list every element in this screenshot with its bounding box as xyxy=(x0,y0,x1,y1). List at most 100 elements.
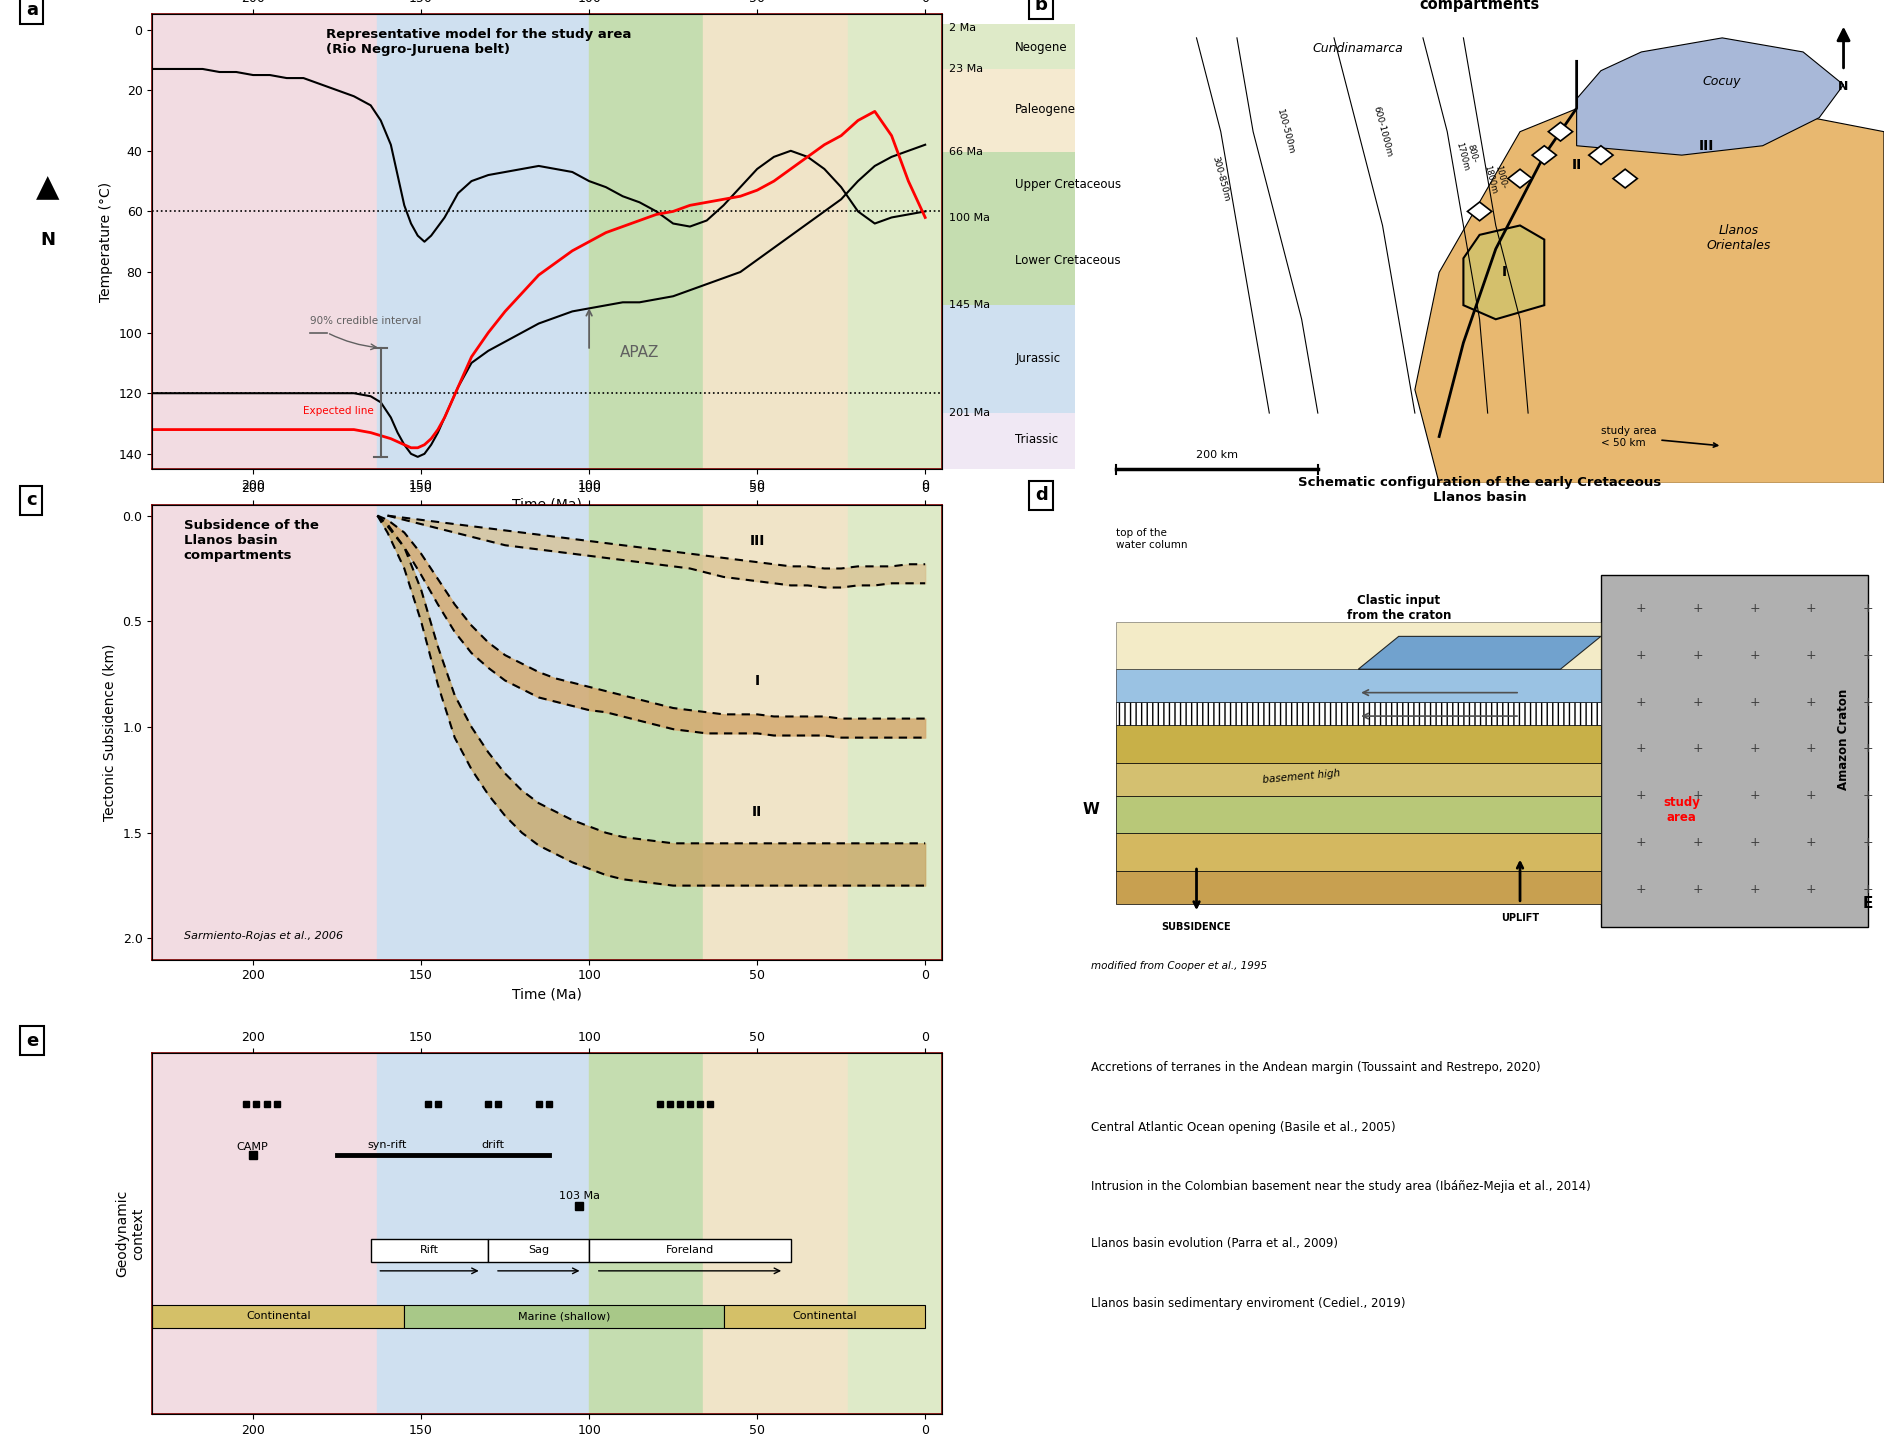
Text: d: d xyxy=(1035,486,1047,504)
Text: a: a xyxy=(27,1,38,19)
Bar xyxy=(152,14,377,469)
Text: drift: drift xyxy=(481,1140,504,1150)
Text: 66 Ma: 66 Ma xyxy=(948,147,982,157)
Bar xyxy=(377,505,590,960)
Text: +: + xyxy=(1749,789,1760,802)
Text: +: + xyxy=(1637,835,1646,850)
Text: Triassic: Triassic xyxy=(1016,433,1058,446)
Polygon shape xyxy=(1115,622,1600,670)
Text: study
area: study area xyxy=(1663,797,1699,824)
Text: Continental: Continental xyxy=(245,1312,310,1322)
Text: 1000-
1800m: 1000- 1800m xyxy=(1482,162,1509,195)
Text: +: + xyxy=(1637,648,1646,662)
Text: 200 km: 200 km xyxy=(1195,450,1237,460)
Text: +: + xyxy=(1692,883,1703,896)
Text: Llanos basin evolution (Parra et al., 2009): Llanos basin evolution (Parra et al., 20… xyxy=(1092,1237,1338,1250)
Text: Jurassic: Jurassic xyxy=(1016,352,1060,365)
Text: I: I xyxy=(1501,266,1507,280)
Text: +: + xyxy=(1637,742,1646,756)
Polygon shape xyxy=(1414,85,1884,483)
Bar xyxy=(590,14,704,469)
Text: Representative model for the study area
(Rio Negro-Juruena belt): Representative model for the study area … xyxy=(325,27,632,56)
Polygon shape xyxy=(1576,38,1844,154)
Bar xyxy=(152,505,377,960)
Text: 800-
1700m: 800- 1700m xyxy=(1454,139,1481,172)
Text: c: c xyxy=(27,492,36,509)
Text: Llanos
Orientales: Llanos Orientales xyxy=(1707,224,1770,253)
Text: +: + xyxy=(1806,696,1817,709)
Text: +: + xyxy=(1863,835,1873,850)
Bar xyxy=(723,1304,925,1328)
Polygon shape xyxy=(1115,670,1600,701)
Text: 23 Ma: 23 Ma xyxy=(948,63,982,74)
Text: +: + xyxy=(1637,883,1646,896)
Text: E: E xyxy=(1863,896,1873,911)
Text: N: N xyxy=(1838,81,1848,94)
Text: +: + xyxy=(1692,602,1703,615)
Bar xyxy=(849,505,942,960)
Text: Marine (shallow): Marine (shallow) xyxy=(518,1312,611,1322)
Text: II: II xyxy=(752,805,763,818)
Polygon shape xyxy=(1532,146,1557,165)
Text: Sag: Sag xyxy=(529,1245,550,1255)
Text: Clastic input
from the craton: Clastic input from the craton xyxy=(1347,595,1450,622)
Text: +: + xyxy=(1637,602,1646,615)
Text: +: + xyxy=(1692,789,1703,802)
Text: +: + xyxy=(1692,648,1703,662)
Text: 103 Ma: 103 Ma xyxy=(559,1190,599,1201)
Text: Cocuy: Cocuy xyxy=(1703,75,1741,88)
Text: +: + xyxy=(1749,835,1760,850)
Polygon shape xyxy=(1507,169,1532,188)
Text: +: + xyxy=(1806,835,1817,850)
Text: +: + xyxy=(1749,742,1760,756)
Text: APAZ: APAZ xyxy=(620,345,658,359)
Bar xyxy=(590,505,704,960)
Text: II: II xyxy=(1572,157,1581,172)
Text: Llanos basin sedimentary enviroment (Cediel., 2019): Llanos basin sedimentary enviroment (Ced… xyxy=(1092,1297,1406,1310)
Text: +: + xyxy=(1692,835,1703,850)
Polygon shape xyxy=(1600,576,1867,926)
Polygon shape xyxy=(1115,834,1600,870)
Text: +: + xyxy=(1806,742,1817,756)
Bar xyxy=(403,1304,723,1328)
Bar xyxy=(942,152,1075,218)
Text: +: + xyxy=(1749,696,1760,709)
Text: +: + xyxy=(1692,742,1703,756)
Bar xyxy=(704,505,849,960)
Text: +: + xyxy=(1806,602,1817,615)
Text: b: b xyxy=(1035,0,1049,13)
Text: syn-rift: syn-rift xyxy=(367,1140,407,1150)
Bar xyxy=(152,1304,403,1328)
Text: +: + xyxy=(1863,696,1873,709)
Polygon shape xyxy=(1115,726,1600,763)
Y-axis label: Geodynamic
context: Geodynamic context xyxy=(114,1190,145,1277)
X-axis label: Time (Ma): Time (Ma) xyxy=(512,498,582,511)
Polygon shape xyxy=(1115,701,1600,726)
Text: +: + xyxy=(1863,602,1873,615)
Polygon shape xyxy=(1589,146,1614,165)
Text: +: + xyxy=(1749,648,1760,662)
Text: +: + xyxy=(1806,789,1817,802)
Bar xyxy=(849,1053,942,1414)
Text: UPLIFT: UPLIFT xyxy=(1501,913,1540,924)
Text: Intrusion in the Colombian basement near the study area (Ibáñez-Mejia et al., 20: Intrusion in the Colombian basement near… xyxy=(1092,1180,1591,1193)
Text: +: + xyxy=(1863,742,1873,756)
Text: Continental: Continental xyxy=(792,1312,856,1322)
Text: 2 Ma: 2 Ma xyxy=(948,23,976,33)
Text: +: + xyxy=(1749,883,1760,896)
Text: Amazon Craton: Amazon Craton xyxy=(1836,688,1850,791)
Text: 300-850m: 300-850m xyxy=(1210,154,1231,202)
Text: SUBSIDENCE: SUBSIDENCE xyxy=(1161,922,1231,932)
Text: top of the
water column: top of the water column xyxy=(1115,528,1187,550)
Text: 201 Ma: 201 Ma xyxy=(948,408,990,418)
Title: Schematic configuration of the early Cretaceous
Llanos basin: Schematic configuration of the early Cre… xyxy=(1298,476,1661,504)
Text: W: W xyxy=(1083,802,1100,817)
Y-axis label: Temperature (°C): Temperature (°C) xyxy=(99,182,112,302)
Text: +: + xyxy=(1637,696,1646,709)
Polygon shape xyxy=(1549,123,1572,141)
Bar xyxy=(371,1240,489,1261)
Text: +: + xyxy=(1863,883,1873,896)
Polygon shape xyxy=(1359,636,1600,670)
Title: Cretaceous Llanos basin
compartments: Cretaceous Llanos basin compartments xyxy=(1380,0,1579,12)
Text: Paleogene: Paleogene xyxy=(1016,102,1077,115)
